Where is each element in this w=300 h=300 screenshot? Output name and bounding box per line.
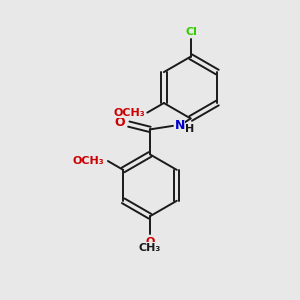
Text: O: O: [95, 156, 104, 166]
Text: O: O: [145, 238, 155, 248]
Text: O: O: [115, 116, 125, 129]
Text: CH₃: CH₃: [139, 243, 161, 253]
Text: H: H: [185, 124, 195, 134]
Text: O: O: [136, 108, 145, 118]
Text: N: N: [174, 119, 185, 132]
Text: Cl: Cl: [185, 27, 197, 37]
Text: OCH₃: OCH₃: [73, 156, 104, 166]
Text: OCH₃: OCH₃: [113, 108, 145, 118]
